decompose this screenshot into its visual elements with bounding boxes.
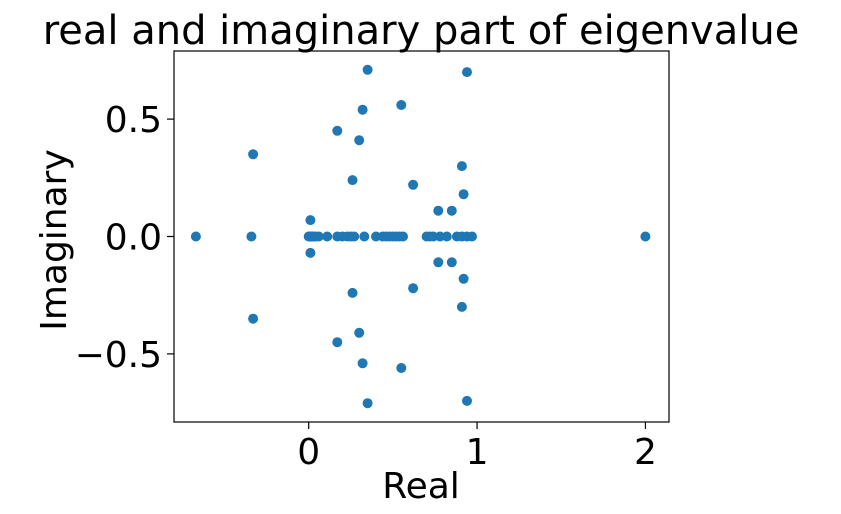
y-tick-label: −0.5 xyxy=(75,335,162,376)
data-point xyxy=(246,231,257,242)
data-point xyxy=(362,398,373,409)
data-point xyxy=(441,231,452,242)
data-point xyxy=(640,231,651,242)
data-point xyxy=(248,313,259,324)
x-axis-label: Real xyxy=(382,466,460,507)
data-point xyxy=(349,231,360,242)
data-point xyxy=(456,161,467,172)
data-point xyxy=(398,231,408,242)
data-point xyxy=(354,135,365,146)
x-axis: 0 1 2 xyxy=(297,422,657,473)
x-tick-label: 1 xyxy=(466,432,489,473)
data-point xyxy=(359,231,370,242)
chart-title: real and imaginary part of eigenvalue xyxy=(43,8,800,54)
data-point xyxy=(322,231,333,242)
y-axis: −0.5 0.0 0.5 xyxy=(75,100,174,376)
data-point xyxy=(396,363,407,373)
data-point xyxy=(248,149,259,160)
y-axis-label: Imaginary xyxy=(34,149,75,331)
data-point xyxy=(362,64,373,75)
data-point xyxy=(458,273,469,284)
data-point xyxy=(305,215,316,226)
data-point xyxy=(332,337,343,348)
data-point xyxy=(446,205,457,216)
data-point xyxy=(396,100,407,110)
y-tick-label: 0.5 xyxy=(105,100,162,141)
data-point xyxy=(433,205,444,216)
data-point xyxy=(456,301,467,312)
data-point xyxy=(347,175,358,186)
data-point xyxy=(190,231,201,242)
x-tick-label: 2 xyxy=(634,432,657,473)
data-point xyxy=(313,231,324,242)
data-point xyxy=(446,257,457,268)
data-point xyxy=(462,395,472,406)
data-point xyxy=(458,189,469,200)
plot-area xyxy=(190,64,651,409)
data-point xyxy=(357,358,368,369)
data-point xyxy=(433,257,444,268)
data-point xyxy=(332,125,343,136)
data-point xyxy=(462,67,472,78)
data-point xyxy=(354,327,365,338)
data-point xyxy=(347,287,358,298)
data-point xyxy=(305,247,316,258)
data-point xyxy=(467,231,477,242)
x-tick-label: 0 xyxy=(297,432,320,473)
data-point xyxy=(408,283,419,294)
data-point xyxy=(357,104,368,115)
y-tick-label: 0.0 xyxy=(105,218,162,259)
data-point xyxy=(408,179,419,190)
